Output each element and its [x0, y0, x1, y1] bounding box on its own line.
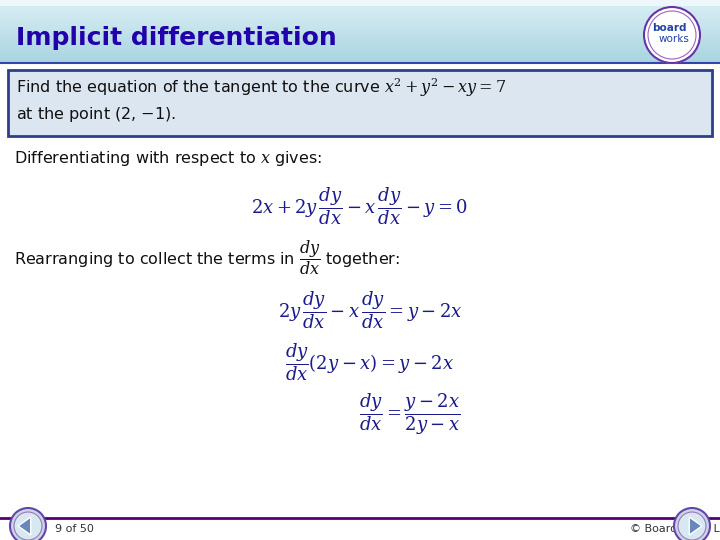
Text: © Boardworks Ltd 2006: © Boardworks Ltd 2006: [630, 524, 720, 534]
Text: board: board: [652, 23, 686, 33]
Bar: [0, 48, 720, 50]
Text: 9 of 50: 9 of 50: [55, 524, 94, 534]
Text: at the point (2, $-$1).: at the point (2, $-$1).: [16, 105, 176, 124]
Bar: [8, 70, 712, 136]
Bar: [0, 60, 720, 63]
Bar: [0, 54, 720, 56]
Bar: [0, 50, 720, 52]
Text: $2x + 2y\,\dfrac{dy}{dx} - x\,\dfrac{dy}{dx} - y = 0$: $2x + 2y\,\dfrac{dy}{dx} - x\,\dfrac{dy}…: [251, 185, 469, 227]
Bar: [0, 17, 720, 19]
Bar: [0, 35, 720, 38]
Bar: [0, 21, 720, 23]
Bar: [0, 37, 720, 40]
Bar: [0, 18, 720, 21]
Bar: [0, 29, 720, 31]
Circle shape: [644, 7, 700, 63]
Text: $\dfrac{dy}{dx}(2y - x) = y - 2x$: $\dfrac{dy}{dx}(2y - x) = y - 2x$: [286, 341, 454, 383]
Bar: [0, 2, 720, 5]
Text: $2y\,\dfrac{dy}{dx} - x\,\dfrac{dy}{dx} = y - 2x$: $2y\,\dfrac{dy}{dx} - x\,\dfrac{dy}{dx} …: [278, 289, 462, 331]
Bar: [0, 25, 720, 28]
Circle shape: [674, 508, 710, 540]
Text: works: works: [659, 34, 690, 44]
Polygon shape: [689, 517, 702, 535]
Circle shape: [10, 508, 46, 540]
Bar: [0, 15, 720, 17]
Bar: [0, 10, 720, 13]
Bar: [0, 45, 720, 48]
Bar: [0, 39, 720, 42]
Bar: [0, 12, 720, 15]
Bar: [0, 0, 720, 6]
Bar: [0, 33, 720, 36]
Polygon shape: [18, 517, 31, 535]
Bar: [0, 31, 720, 33]
Bar: [0, 0, 720, 3]
Text: $\dfrac{dy}{dx} = \dfrac{y - 2x}{2y - x}$: $\dfrac{dy}{dx} = \dfrac{y - 2x}{2y - x}…: [359, 391, 461, 437]
Bar: [0, 52, 720, 54]
Bar: [0, 27, 720, 30]
Bar: [0, 6, 720, 9]
Bar: [0, 58, 720, 60]
Text: Implicit differentiation: Implicit differentiation: [16, 26, 337, 50]
Bar: [0, 43, 720, 46]
Text: Differentiating with respect to $x$ gives:: Differentiating with respect to $x$ give…: [14, 148, 322, 167]
Bar: [0, 23, 720, 25]
Circle shape: [14, 512, 42, 540]
Bar: [0, 42, 720, 44]
Bar: [0, 4, 720, 6]
Text: ...: ...: [678, 35, 686, 44]
Text: Rearranging to collect the terms in $\dfrac{dy}{dx}$ together:: Rearranging to collect the terms in $\df…: [14, 239, 400, 278]
Text: Find the equation of the tangent to the curve $x^2 + y^2 - xy = 7$: Find the equation of the tangent to the …: [16, 77, 506, 99]
Circle shape: [678, 512, 706, 540]
Bar: [0, 56, 720, 58]
Bar: [0, 8, 720, 11]
